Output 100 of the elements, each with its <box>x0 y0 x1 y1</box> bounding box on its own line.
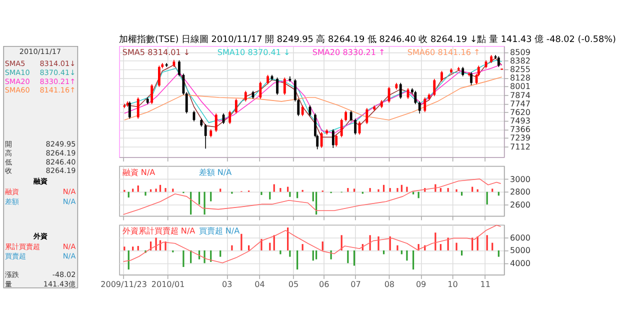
x-tick-label: 04 <box>254 280 265 290</box>
candlestick <box>288 76 292 82</box>
candlestick <box>414 90 417 105</box>
text: SMA5 <box>4 59 26 68</box>
candlestick <box>301 105 304 116</box>
annotation: 融資 N/A <box>122 168 156 177</box>
text: 2010/11/17 <box>19 47 62 56</box>
y-tick-label: 8509 <box>510 48 530 57</box>
y-tick-label: 8255 <box>510 65 530 74</box>
candlestick <box>178 60 180 77</box>
text: 收 <box>4 166 12 176</box>
y-tick-label: 7493 <box>510 116 530 126</box>
text: SMA20 8330.21 ↑ <box>312 48 386 57</box>
y-tick-label: 7874 <box>510 90 530 100</box>
text: 8264.19 <box>46 166 76 176</box>
y-tick-label: 8001 <box>510 82 530 92</box>
y-tick-label: 2800 <box>510 188 530 197</box>
candlestick <box>276 77 278 96</box>
text: 8370.41↓ <box>40 68 76 77</box>
y-tick-label: 2600 <box>510 200 530 210</box>
text: -48.02 <box>52 270 76 280</box>
text: 低 <box>4 157 12 166</box>
annotation: 買賣超 N/A <box>198 226 240 236</box>
candlestick <box>244 90 247 102</box>
x-tick-label: 11 <box>480 280 490 290</box>
text: SMA60 <box>4 86 30 95</box>
candlestick <box>335 134 338 147</box>
x-tick-label: 06 <box>318 280 330 290</box>
y-tick-label: 6000 <box>510 234 530 242</box>
text: N/A <box>62 242 76 251</box>
candlestick <box>214 112 218 132</box>
y-tick-label: 7239 <box>510 134 530 143</box>
chart-title: 加權指數(TSE) 日線圖 2010/11/17 開 8249.95 高 8264.19 低 8246.40 收 8264.19 ↓點 量 141.43 億 -48.02 (-0.58%) <box>119 34 616 45</box>
text: 8314.01↓ <box>40 59 76 68</box>
candlestick <box>158 65 160 88</box>
candlestick <box>433 78 436 97</box>
candlestick <box>228 110 232 124</box>
text: 融資 <box>33 176 48 186</box>
candlestick <box>440 70 443 82</box>
text: 差額 <box>4 196 19 206</box>
y-tick-label: 8128 <box>510 74 530 83</box>
candlestick <box>350 110 352 122</box>
candlestick <box>399 82 402 100</box>
candlestick <box>340 118 343 138</box>
candlestick <box>150 84 154 105</box>
line-series <box>122 178 502 215</box>
text: 累計買賣超 <box>4 242 40 251</box>
y-tick-label: 4000 <box>510 258 530 268</box>
candlestick <box>259 81 262 100</box>
x-tick-label: 05 <box>288 280 299 290</box>
text: 量 <box>4 280 12 289</box>
candlestick <box>234 98 238 114</box>
text: 開 <box>4 140 12 149</box>
x-tick-label: 09 <box>416 280 426 290</box>
candlestick <box>366 108 368 124</box>
x-tick-label: 2010/01 <box>151 280 185 290</box>
text: 8141.16↑ <box>40 86 76 95</box>
candlestick <box>424 97 426 112</box>
text: N/A <box>62 252 76 261</box>
y-tick-label: 7366 <box>510 125 530 134</box>
y-tick-label: 3000 <box>510 175 530 184</box>
candlestick <box>344 110 348 122</box>
text: N/A <box>62 187 76 196</box>
x-tick-label: 08 <box>384 280 395 290</box>
text: SMA10 8370.41 ↓ <box>217 48 290 57</box>
text: SMA20 <box>4 76 30 86</box>
candlestick <box>266 74 270 85</box>
candlestick <box>354 118 357 136</box>
candlestick <box>470 72 472 86</box>
x-tick-label: 2009/11/23 <box>100 280 147 290</box>
candlestick <box>320 132 323 148</box>
text: SMA5 8314.01 ↓ <box>122 48 190 57</box>
text: 8246.40 <box>46 157 76 166</box>
annotation: 外資累計買賣超 N/A <box>122 226 196 236</box>
x-tick-label: 07 <box>350 280 361 290</box>
line-series <box>122 224 502 264</box>
text: 141.43億 <box>43 280 76 289</box>
candlestick <box>332 128 334 148</box>
text: 融資 <box>4 187 19 196</box>
x-tick-label: 10 <box>448 280 458 290</box>
text: SMA60 8141.16 ↑ <box>407 48 480 57</box>
x-tick-label: 03 <box>222 280 232 290</box>
annotation: 差額 N/A <box>198 168 232 177</box>
text: 8249.95 <box>46 140 76 149</box>
text: 買賣超 <box>4 252 26 261</box>
text: 外資 <box>32 231 48 240</box>
candlestick <box>283 77 286 96</box>
y-tick-label: 8382 <box>510 56 530 66</box>
y-tick-label: 7747 <box>510 99 530 108</box>
y-tick-label: 5000 <box>510 246 530 256</box>
text: 8330.21↑ <box>40 76 76 86</box>
text: 8264.19 <box>46 148 76 158</box>
y-tick-label: 7112 <box>510 142 530 152</box>
text: SMA10 <box>4 68 30 77</box>
candlestick <box>462 66 464 77</box>
candlestick <box>136 97 140 120</box>
text: 高 <box>4 148 12 158</box>
candlestick <box>497 56 500 68</box>
text: 漲跌 <box>4 270 19 280</box>
candlestick <box>418 101 421 114</box>
